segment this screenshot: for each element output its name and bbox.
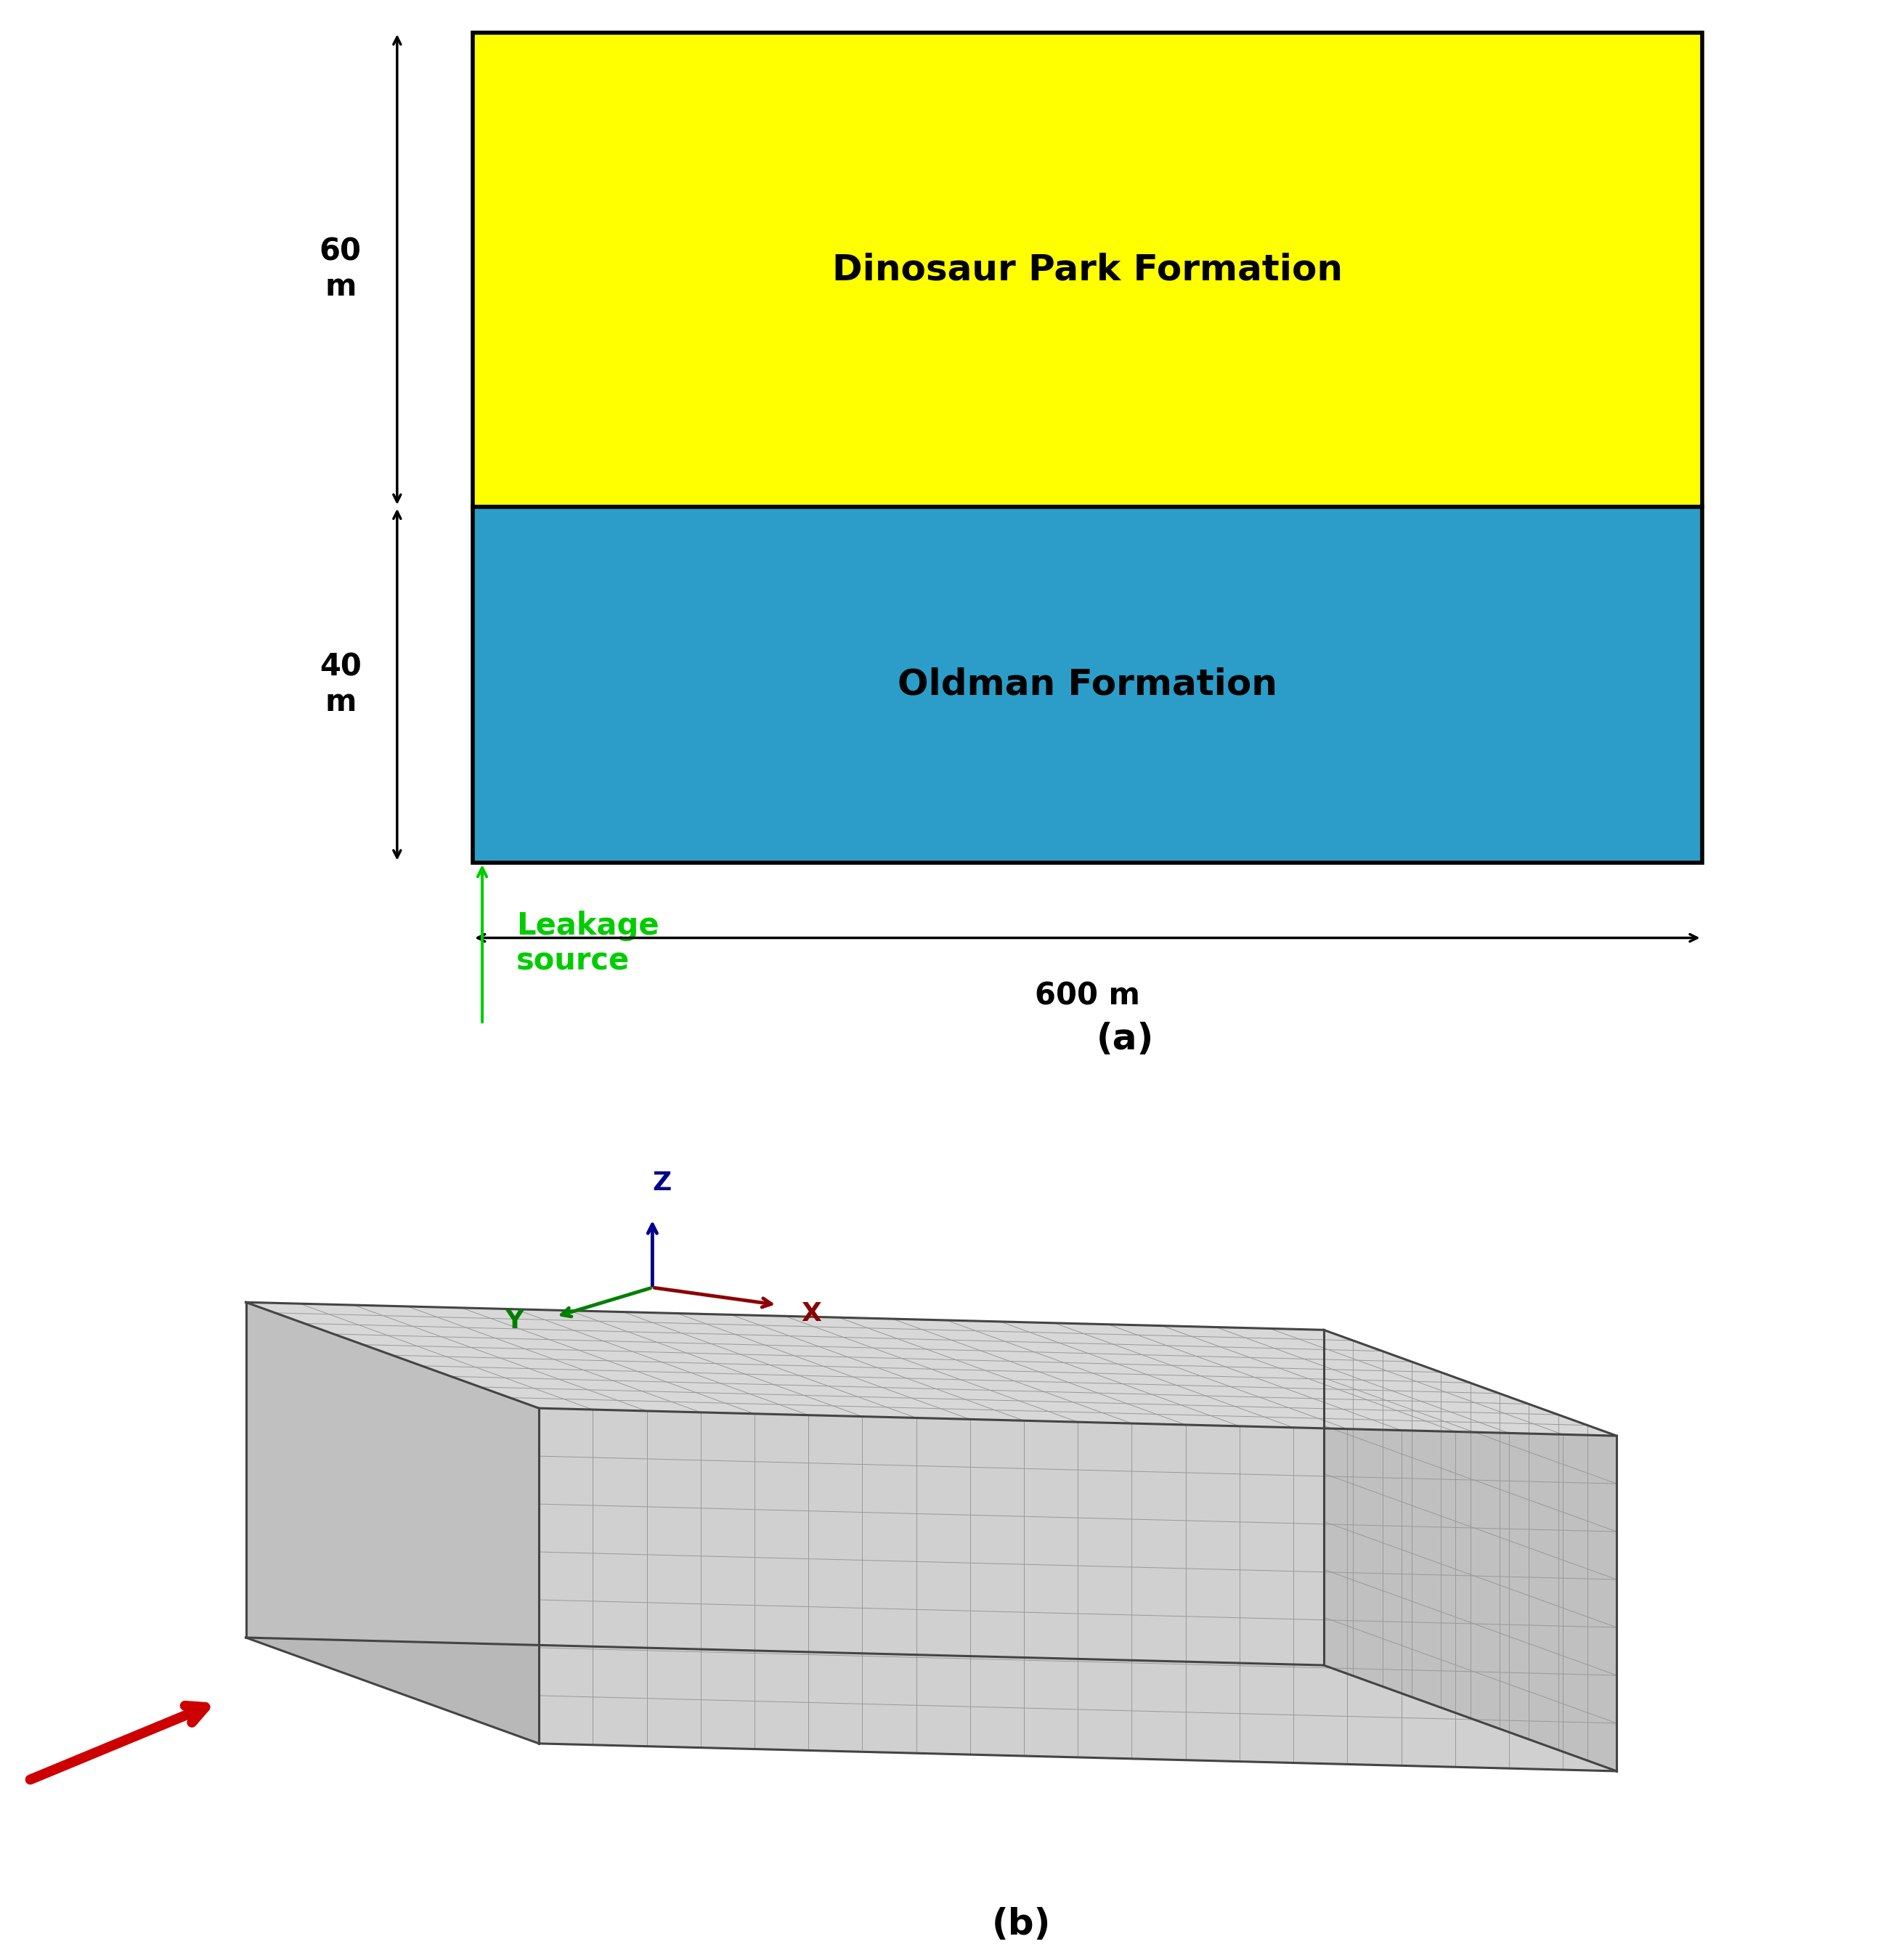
Text: 600 m: 600 m [1034,980,1140,1011]
Text: Z: Z [652,1170,671,1196]
Polygon shape [246,1301,539,1744]
Text: Dinosaur Park Formation: Dinosaur Park Formation [832,253,1343,286]
Text: Leakage
source: Leakage source [516,909,660,976]
Polygon shape [1324,1331,1617,1772]
Text: Y: Y [505,1309,524,1333]
Polygon shape [246,1301,1617,1437]
Text: X: X [802,1301,821,1327]
Text: (a): (a) [1097,1021,1154,1056]
Text: 40
m: 40 m [320,651,361,717]
Bar [473,31,1702,506]
Text: 60
m: 60 m [320,237,361,302]
Polygon shape [539,1407,1617,1772]
Bar [473,506,1702,862]
Polygon shape [246,1301,1324,1666]
Text: Oldman Formation: Oldman Formation [898,666,1276,702]
Text: (b): (b) [991,1907,1051,1942]
